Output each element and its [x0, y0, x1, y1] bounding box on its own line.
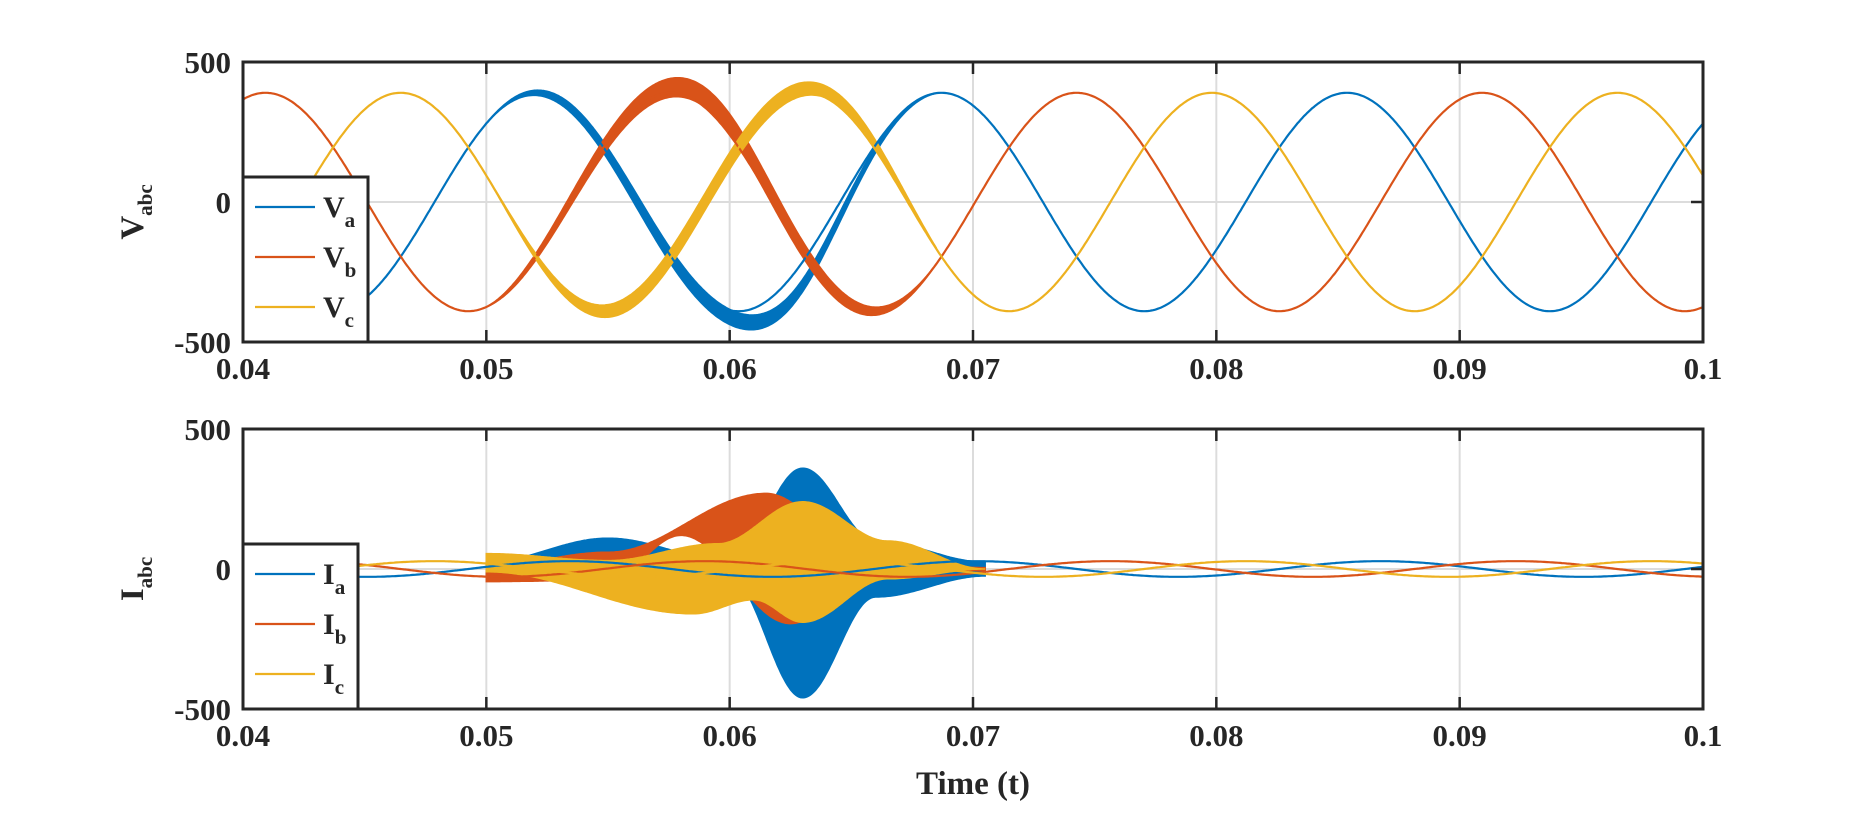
plot-area [243, 467, 1703, 699]
plot-area [243, 76, 1703, 331]
x-tick-label: 0.1 [1684, 351, 1723, 386]
legend-label-va: Va [323, 191, 356, 232]
y-axis-label-subscript: abc [133, 184, 157, 216]
y-tick-label: -500 [174, 325, 231, 360]
legend-label-vc: Vc [323, 291, 354, 332]
legend-label-ic: Ic [323, 658, 344, 699]
x-tick-label: 0.09 [1433, 718, 1487, 753]
x-tick-label: 0.05 [459, 718, 513, 753]
y-axis-label: Vabc [115, 184, 157, 239]
x-tick-label: 0.08 [1189, 351, 1243, 386]
legend-label-ib: Ib [323, 608, 346, 649]
y-axis-label-main: V [115, 216, 151, 240]
x-tick-label: 0.09 [1433, 351, 1487, 386]
y-axis-label-subscript: abc [133, 557, 157, 589]
legend-label-vb: Vb [323, 241, 356, 282]
legend: Va Vb Vc [241, 175, 370, 344]
x-tick-label: 0.07 [946, 351, 1000, 386]
y-tick-label: 500 [185, 412, 232, 447]
legend-box [241, 175, 370, 344]
x-tick-label: 0.06 [703, 351, 757, 386]
x-tick-label: 0.1 [1684, 718, 1723, 753]
x-tick-label: 0.05 [459, 351, 513, 386]
legend: Ia Ib Ic [241, 542, 360, 711]
x-tick-label: 0.07 [946, 718, 1000, 753]
series-ic-line [243, 560, 1703, 578]
y-axis-label-main: I [115, 588, 151, 601]
series-vc-line [243, 91, 1703, 313]
y-tick-label: -500 [174, 692, 231, 727]
x-tick-label: 0.06 [703, 718, 757, 753]
x-tick-label: 0.08 [1189, 718, 1243, 753]
y-axis-label: Iabc [115, 557, 157, 601]
y-tick-label: 0 [216, 552, 232, 587]
x-axis-label: Time (t) [916, 766, 1030, 802]
current-chart: 0.04 0.05 0.06 0.07 0.08 0.09 0.1 -500 0 500 Iabc T… [115, 412, 1722, 802]
series-ia-line [243, 560, 1703, 578]
y-tick-label: 0 [216, 185, 232, 220]
legend-box [241, 542, 360, 711]
x-tick-label: 0.04 [216, 351, 270, 386]
series-vb-line [243, 91, 1703, 313]
y-tick-label: 500 [185, 45, 232, 80]
series-va-line [243, 91, 1703, 313]
legend-label-ia: Ia [323, 558, 346, 599]
x-tick-label: 0.04 [216, 718, 270, 753]
series-va-transient-band [485, 89, 937, 331]
series-vc-transient-band [485, 81, 938, 319]
